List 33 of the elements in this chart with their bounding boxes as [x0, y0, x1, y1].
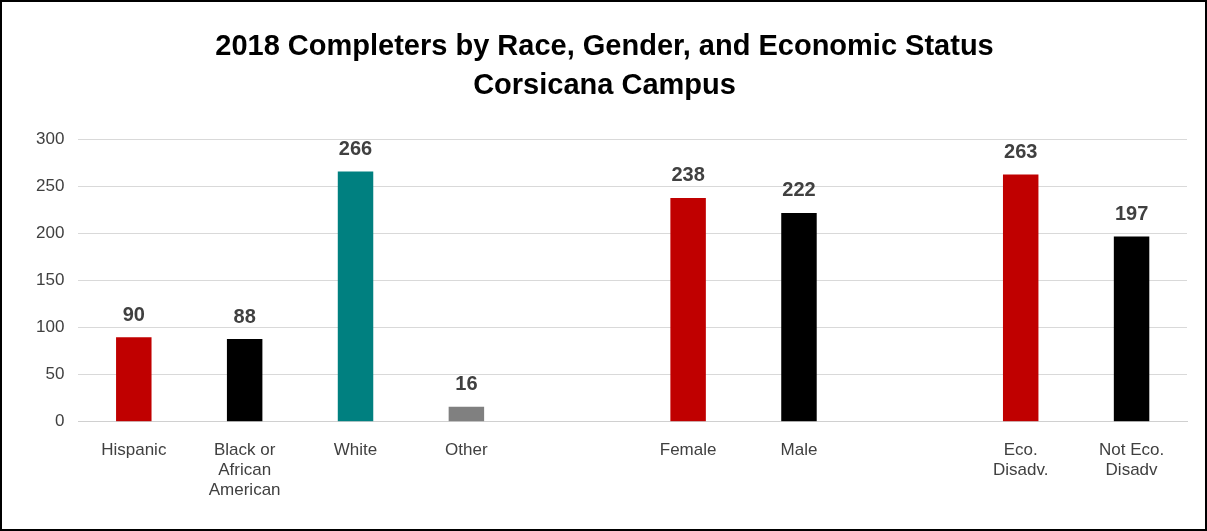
data-label: 266 [338, 137, 373, 160]
y-tick-label: 200 [35, 223, 65, 243]
x-tick-label: Not Eco. Disadv [1098, 439, 1165, 480]
data-label: 238 [671, 163, 705, 186]
x-tick-label: Hispanic [101, 439, 167, 459]
y-tick-label: 50 [45, 364, 65, 384]
bar [670, 197, 706, 422]
x-tick-label: Black or African American [208, 439, 281, 500]
x-tick-label: Eco. Disadv. [992, 439, 1049, 480]
y-tick-label: 100 [35, 317, 65, 337]
y-tick-label: 250 [35, 176, 65, 196]
bar [226, 339, 263, 422]
x-tick-label: White [333, 439, 378, 459]
data-label: 16 [455, 372, 478, 395]
bar [337, 171, 374, 422]
bar [1002, 174, 1039, 422]
x-tick-label: Other [445, 439, 488, 459]
chart-title: 2018 Completers by Race, Gender, and Economic Status [215, 29, 994, 62]
data-label: 197 [1114, 202, 1149, 224]
data-label: 88 [233, 304, 256, 327]
bar [781, 212, 817, 422]
bar [1113, 236, 1150, 422]
y-tick-label: 150 [35, 270, 65, 290]
chart-subtitle: Corsicana Campus [473, 68, 736, 101]
x-tick-label: Female [659, 439, 717, 459]
data-label: 90 [122, 302, 145, 325]
x-tick-label: Male [780, 439, 818, 459]
bar [116, 337, 152, 422]
y-tick-label: 0 [54, 411, 65, 431]
data-label: 222 [782, 178, 816, 201]
bar [448, 406, 485, 422]
data-label: 263 [1004, 139, 1038, 162]
y-tick-label: 300 [35, 129, 65, 149]
